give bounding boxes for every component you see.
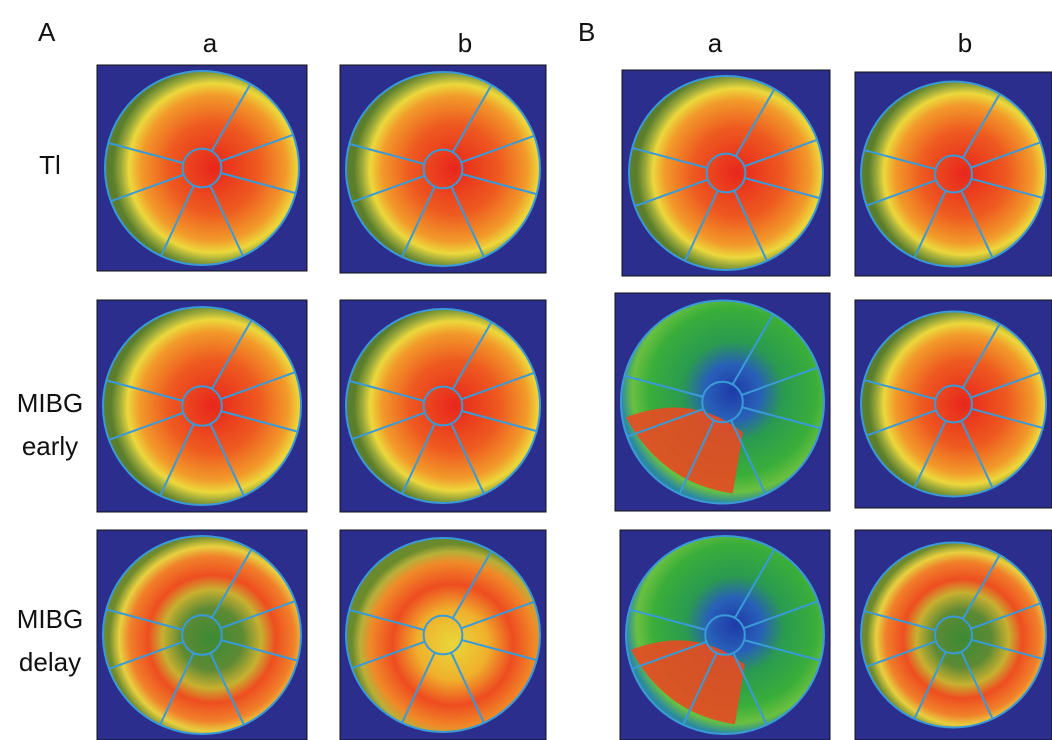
row-label: MIBG [17,604,83,634]
row-label: MIBG [17,388,83,418]
row-label: Tl [39,150,61,180]
column-label: b [958,28,972,58]
polar-map [103,307,301,505]
column-label: a [708,28,723,58]
polar-map [861,82,1046,267]
polar-map [861,543,1046,728]
panel-label: A [38,17,56,47]
polar-map [861,312,1046,497]
polar-map [103,536,301,734]
polar-map [629,76,823,270]
polar-maps [97,65,1052,740]
panel-label: B [578,17,595,47]
row-label: early [22,431,78,461]
column-label: a [203,28,218,58]
polar-map [346,309,540,503]
page: A a b B a b Tl MIBG early MIBG delay (()… [0,0,1052,740]
polar-map [105,71,299,265]
column-label: b [458,28,472,58]
polar-map [346,538,540,732]
figure: A a b B a b Tl MIBG early MIBG delay [0,0,1052,740]
row-label: delay [19,647,81,677]
polar-map [346,72,540,266]
